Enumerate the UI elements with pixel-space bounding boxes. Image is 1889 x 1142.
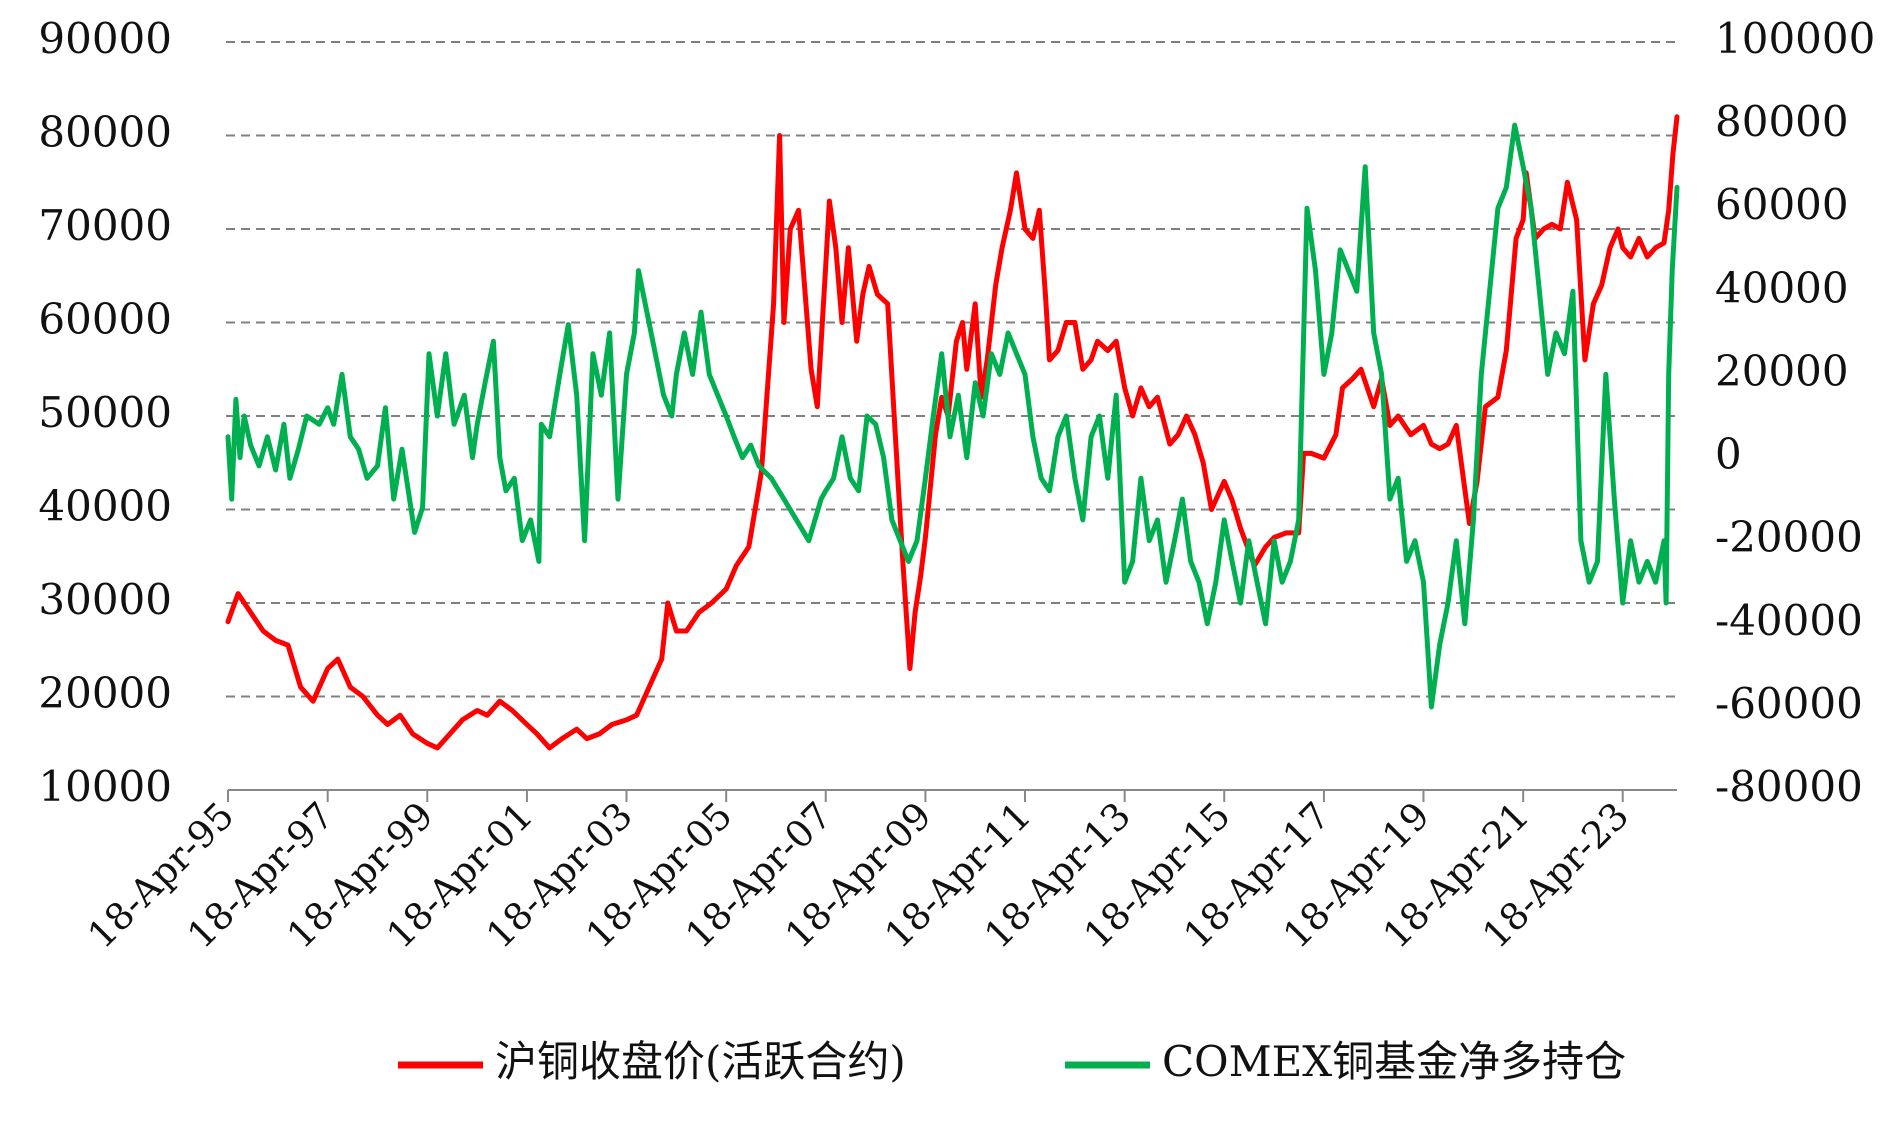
series-lines <box>225 114 1680 751</box>
y-left-tick-label: 50000 <box>38 388 172 437</box>
legend: 沪铜收盘价(活跃合约) COMEX铜基金净多持仓 <box>398 1037 1626 1086</box>
y-left-tick-label: 40000 <box>38 482 172 531</box>
y-left-tick-label: 30000 <box>38 575 172 624</box>
y-right-tick-label: -40000 <box>1715 596 1863 645</box>
y-right-tick-label: -60000 <box>1715 679 1863 728</box>
y-right-tick-label: 100000 <box>1715 14 1875 63</box>
y-left-tick-label: 10000 <box>38 762 172 811</box>
y-right-tick-label: 80000 <box>1715 97 1849 146</box>
series-line-2 <box>225 122 1680 710</box>
y-right-tick-label: -20000 <box>1715 513 1863 562</box>
y-right-tick-label: 20000 <box>1715 346 1849 395</box>
y-left-tick-label: 20000 <box>38 669 172 718</box>
y-left-tick-label: 60000 <box>38 295 172 344</box>
y-right-tick-label: 40000 <box>1715 263 1849 312</box>
y-right-tick-label: 0 <box>1715 430 1742 479</box>
y-left-tick-label: 90000 <box>38 14 172 63</box>
y-right-tick-label: 60000 <box>1715 180 1849 229</box>
legend-label-1: 沪铜收盘价(活跃合约) <box>495 1037 906 1086</box>
y-left-tick-label: 70000 <box>38 201 172 250</box>
y-right-tick-label: -80000 <box>1715 762 1863 811</box>
y-left-tick-label: 80000 <box>38 108 172 157</box>
legend-label-2: COMEX铜基金净多持仓 <box>1162 1037 1626 1086</box>
